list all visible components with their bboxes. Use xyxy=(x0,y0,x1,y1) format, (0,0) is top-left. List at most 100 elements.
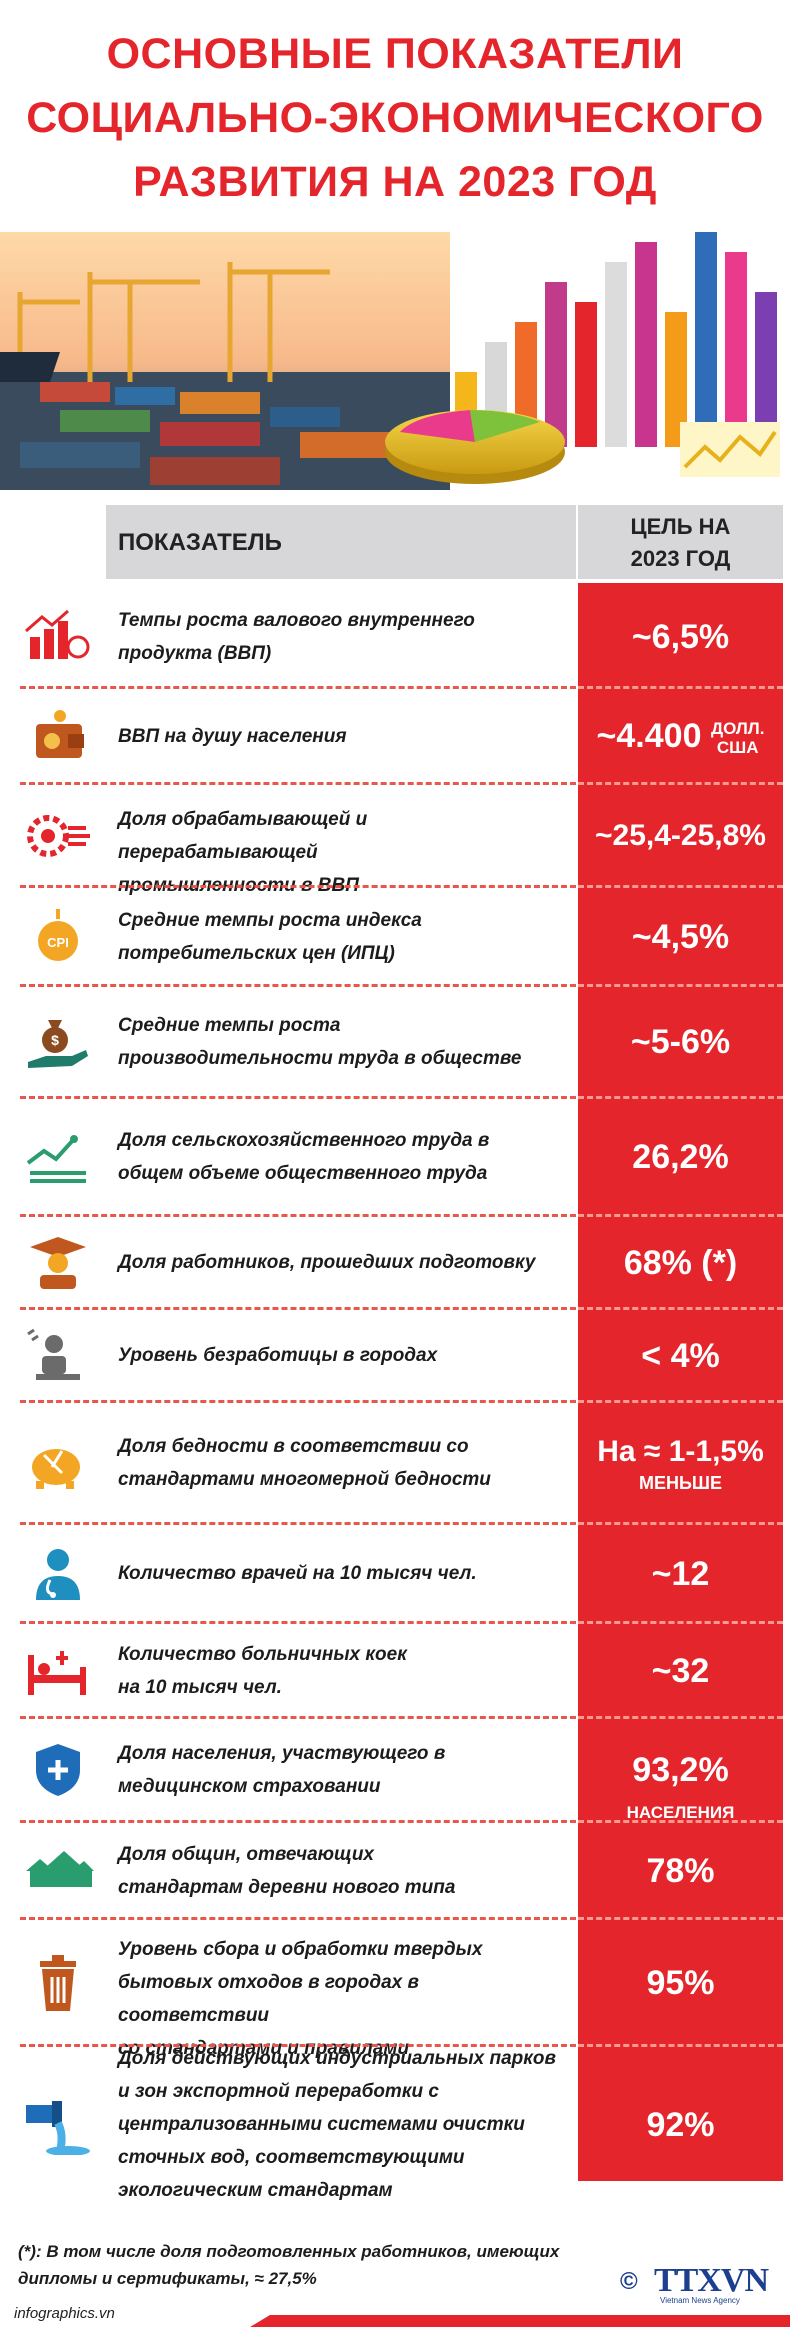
indicator-label-line: Доля бедности в соответствии со xyxy=(118,1436,469,1457)
row-divider xyxy=(20,1307,576,1310)
site-link[interactable]: infographics.vn xyxy=(14,2305,115,2322)
row-divider xyxy=(578,885,783,888)
hospital-bed-icon xyxy=(22,1641,94,1701)
goal-value: 93,2% НАСЕЛЕНИЯ xyxy=(578,1750,783,1830)
goal-value: 68% (*) xyxy=(578,1243,783,1283)
indicator-label-line: Доля сельскохозяйственного труда в xyxy=(118,1130,490,1151)
svg-text:CPI: CPI xyxy=(47,935,69,950)
indicator-label: Доля сельскохозяйственного труда в общем … xyxy=(118,1124,568,1190)
indicator-label-line: Количество больничных коек xyxy=(118,1644,407,1665)
row-divider xyxy=(578,1820,783,1823)
indicator-label-line: Доля работников, прошедших подготовку xyxy=(118,1252,536,1273)
page-title: ОСНОВНЫЕ ПОКАЗАТЕЛИ СОЦИАЛЬНО-ЭКОНОМИЧЕС… xyxy=(0,22,790,214)
footnote: (*): В том числе доля подготовленных раб… xyxy=(18,2238,578,2292)
indicator-label: Доля общин, отвечающих стандартам деревни… xyxy=(118,1838,568,1904)
indicator-label-line: Доля общин, отвечающих xyxy=(118,1844,374,1865)
cpi-icon: CPI xyxy=(22,907,94,967)
table-row: Доля населения, участвующего в медицинско… xyxy=(0,1718,790,1822)
indicator-label-line: Доля обрабатывающей и перерабатывающей xyxy=(118,809,368,863)
indicator-label: Количество больничных коек на 10 тысяч че… xyxy=(118,1638,568,1704)
goal-value-main: ~32 xyxy=(651,1652,710,1690)
indicator-label-line: ВВП на душу населения xyxy=(118,726,347,747)
row-divider xyxy=(20,1522,576,1525)
trash-bin-icon xyxy=(22,1953,94,2013)
graduate-icon xyxy=(22,1233,94,1293)
goal-value: ~32 xyxy=(578,1651,783,1691)
row-divider xyxy=(20,1214,576,1217)
indicator-label-line: медицинском страховании xyxy=(118,1776,381,1797)
table-row: Доля обрабатывающей и перерабатывающей пр… xyxy=(0,784,790,896)
goal-header-line-1: ЦЕЛЬ НА xyxy=(630,514,731,539)
title-line-2: СОЦИАЛЬНО-ЭКОНОМИЧЕСКОГО xyxy=(26,94,764,142)
table-row: ВВП на душу населения ~4.400 ДОЛЛ. США xyxy=(0,688,790,784)
goal-value-main: < 4% xyxy=(641,1337,720,1375)
indicator-label-line: потребительских цен (ИПЦ) xyxy=(118,943,395,964)
indicator-label: Темпы роста валового внутреннего продукта… xyxy=(118,604,568,670)
goal-value-unit: ДОЛЛ. США xyxy=(711,719,765,757)
goal-value: < 4% xyxy=(578,1336,783,1376)
row-divider xyxy=(20,1400,576,1403)
goal-value-main: 92% xyxy=(646,2106,715,2144)
row-divider xyxy=(578,1214,783,1217)
row-divider xyxy=(578,782,783,785)
goal-value-main: 95% xyxy=(646,1964,715,2002)
village-houses-icon xyxy=(22,1841,94,1901)
goal-value-main: ~4.400 xyxy=(596,717,702,755)
wallet-icon xyxy=(22,706,94,766)
row-divider xyxy=(20,2044,576,2047)
row-divider xyxy=(20,686,576,689)
goal-value-main: 93,2% xyxy=(632,1751,729,1789)
goal-value: 26,2% xyxy=(578,1137,783,1177)
hero-illustration xyxy=(0,232,790,490)
indicator-label-line: Уровень безработицы в городах xyxy=(118,1345,438,1366)
goal-values-column xyxy=(578,583,783,2181)
indicator-header-label: ПОКАЗАТЕЛЬ xyxy=(118,529,282,556)
indicator-label: Уровень сбора и обработки твердых бытовых… xyxy=(118,1933,568,2065)
indicator-label-line: со стандартами и правилами xyxy=(118,2038,410,2059)
indicator-label: Доля действующих индустриальных парков и … xyxy=(118,2042,568,2207)
goal-value: 78% xyxy=(578,1851,783,1891)
title-line-3: РАЗВИТИЯ НА 2023 ГОД xyxy=(133,158,657,206)
indicator-label-line: продукта (ВВП) xyxy=(118,643,272,664)
row-divider xyxy=(20,1917,576,1920)
footnote-line-2: дипломы и сертификаты, ≈ 27,5% xyxy=(18,2269,317,2288)
row-divider xyxy=(578,2044,783,2047)
footnote-line-1: (*): В том числе доля подготовленных раб… xyxy=(18,2242,560,2261)
goal-value-unit: НАСЕЛЕНИЯ xyxy=(626,1802,735,1822)
row-divider xyxy=(20,1621,576,1624)
indicator-label-line: общем объеме общественного труда xyxy=(118,1163,488,1184)
row-divider xyxy=(20,984,576,987)
indicator-label-line: стандартам деревни нового типа xyxy=(118,1877,456,1898)
indicator-label-line: сточных вод, соответствующими xyxy=(118,2147,465,2168)
ttxvn-logo: © TTXVN Vietnam News Agency xyxy=(620,2262,780,2305)
goal-value-main: ~6,5% xyxy=(631,618,730,656)
indicator-label-line: Уровень сбора и обработки твердых xyxy=(118,1939,483,1960)
row-divider xyxy=(578,1917,783,1920)
goal-value-unit-2: США xyxy=(716,738,759,758)
row-divider xyxy=(578,1400,783,1403)
table-row: Доля общин, отвечающих стандартам деревни… xyxy=(0,1822,790,1919)
row-divider xyxy=(578,1621,783,1624)
table-row: CPI Средние темпы роста индекса потребител… xyxy=(0,887,790,986)
table-row: $ Средние темпы роста производительности т… xyxy=(0,986,790,1098)
row-divider xyxy=(578,686,783,689)
table-row: Темпы роста валового внутреннего продукта… xyxy=(0,585,790,688)
row-divider xyxy=(578,984,783,987)
svg-text:$: $ xyxy=(51,1032,59,1048)
poverty-piggy-icon xyxy=(22,1433,94,1493)
goal-value: 92% xyxy=(578,2105,783,2145)
health-insurance-icon xyxy=(22,1740,94,1800)
row-divider xyxy=(20,1716,576,1719)
indicator-label-line: и зон экспортной переработки с xyxy=(118,2081,439,2102)
goal-value: ~4.400 ДОЛЛ. США xyxy=(578,716,783,757)
table-row: Уровень сбора и обработки твердых бытовых… xyxy=(0,1919,790,2059)
industry-gear-icon xyxy=(22,806,94,866)
title-line-1: ОСНОВНЫЕ ПОКАЗАТЕЛИ xyxy=(106,30,684,78)
goal-value: ~6,5% xyxy=(578,617,783,657)
goal-value: ~4,5% xyxy=(578,917,783,957)
unemployed-worker-icon xyxy=(22,1326,94,1386)
goal-value-main: 78% xyxy=(646,1852,715,1890)
indicator-label-line: Количество врачей на 10 тысяч чел. xyxy=(118,1563,477,1584)
goal-value-main: ~4,5% xyxy=(631,918,730,956)
logo-copyright: © xyxy=(620,2268,638,2295)
